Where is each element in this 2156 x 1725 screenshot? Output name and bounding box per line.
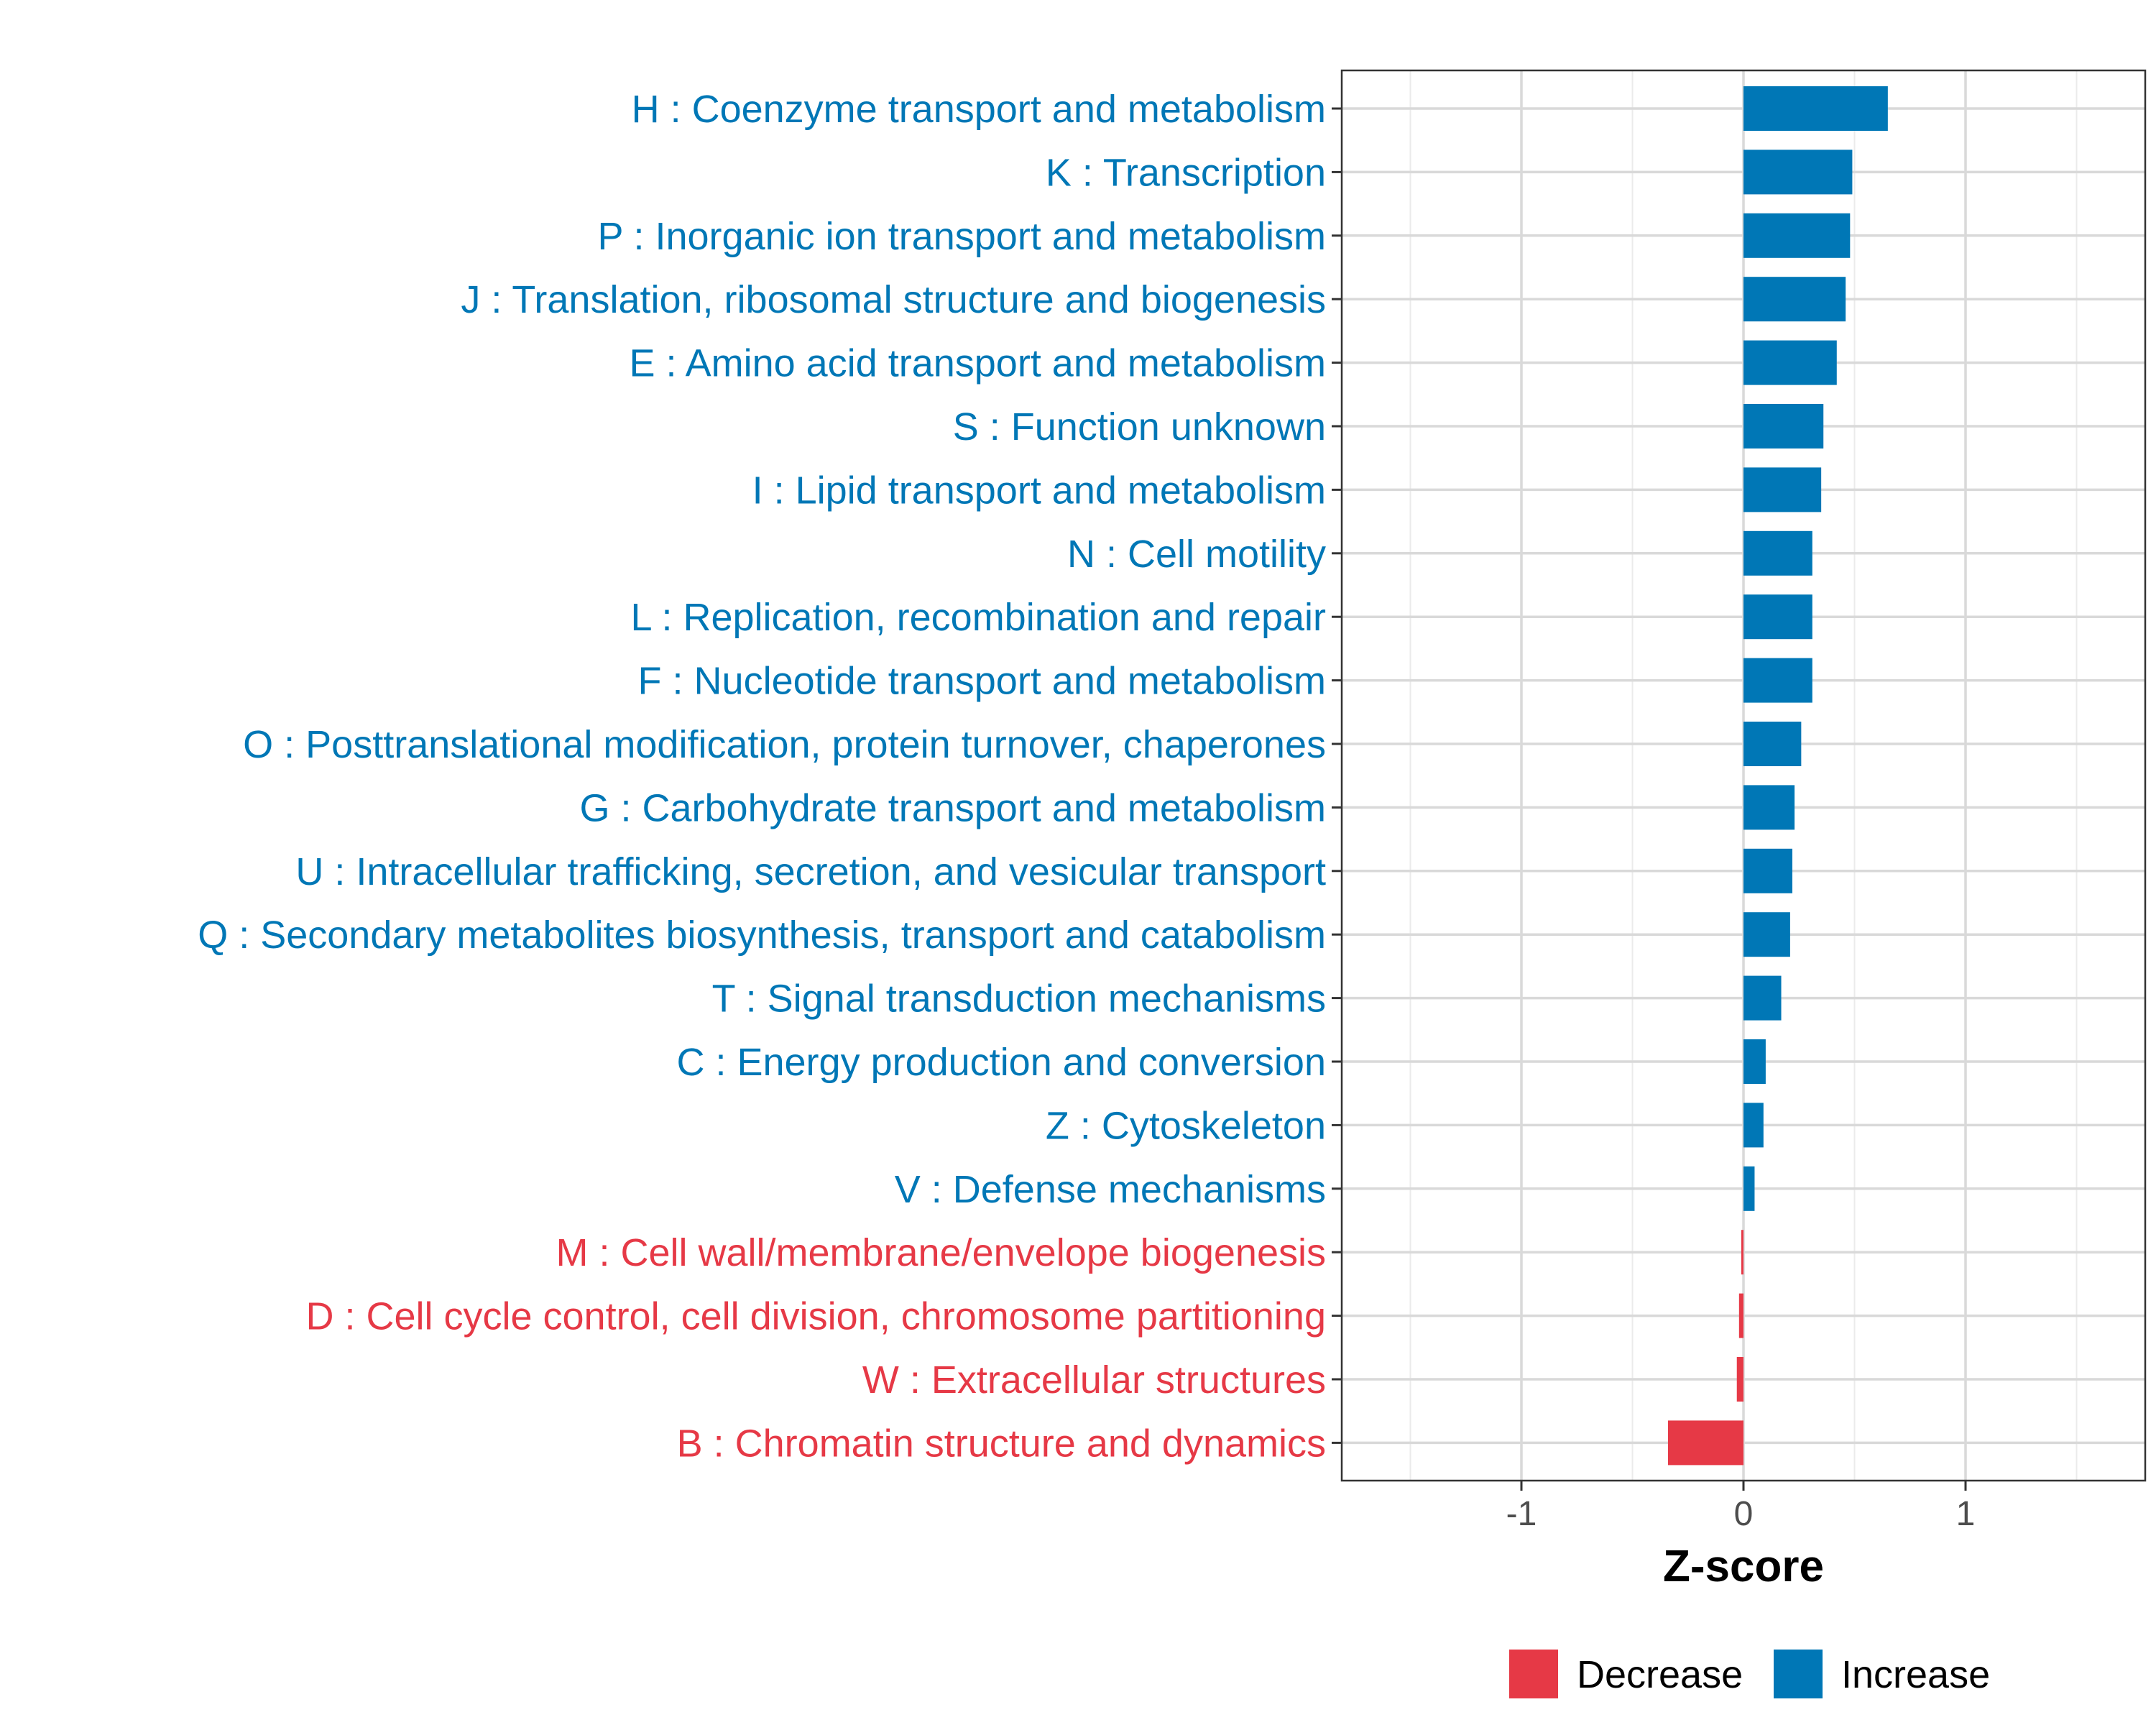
category-label: F : Nucleotide transport and metabolism <box>638 660 1326 703</box>
legend-swatch-increase <box>1774 1650 1823 1698</box>
bar-i <box>1743 467 1822 512</box>
category-label: S : Function unknown <box>953 405 1326 448</box>
bar-t <box>1743 975 1782 1021</box>
x-tick-label: -1 <box>1506 1495 1537 1533</box>
category-label: U : Intracellular trafficking, secretion… <box>295 850 1326 893</box>
bar-b <box>1667 1420 1743 1466</box>
bar-w <box>1736 1357 1743 1402</box>
category-label: Q : Secondary metabolites biosynthesis, … <box>198 914 1326 957</box>
legend-label-decrease: Decrease <box>1577 1653 1743 1696</box>
x-axis: -1 0 1 <box>1506 1481 1976 1533</box>
category-label: V : Defense mechanisms <box>895 1168 1326 1211</box>
bar-g <box>1743 785 1795 830</box>
category-label: Z : Cytoskeleton <box>1046 1104 1326 1147</box>
category-label: O : Posttranslational modification, prot… <box>243 723 1326 766</box>
bar-p <box>1743 213 1851 258</box>
bar-d <box>1738 1293 1743 1338</box>
bar-n <box>1743 530 1812 576</box>
x-tick-label: 0 <box>1734 1495 1754 1533</box>
category-label: E : Amino acid transport and metabolism <box>630 342 1326 385</box>
category-label: J : Translation, ribosomal structure and… <box>461 278 1326 321</box>
bar-m <box>1741 1230 1743 1275</box>
legend-swatch-decrease <box>1509 1650 1558 1698</box>
bar-j <box>1743 277 1846 322</box>
category-label: L : Replication, recombination and repai… <box>630 596 1326 639</box>
bar-q <box>1743 912 1790 957</box>
category-label: W : Extracellular structures <box>862 1358 1326 1402</box>
bar-layer <box>1667 86 1888 1466</box>
bar-z <box>1743 1103 1764 1148</box>
bar-v <box>1743 1166 1755 1211</box>
category-label: G : Carbohydrate transport and metabolis… <box>580 786 1327 829</box>
category-label: P : Inorganic ion transport and metaboli… <box>597 215 1326 258</box>
category-label: H : Coenzyme transport and metabolism <box>632 88 1326 131</box>
category-label: B : Chromatin structure and dynamics <box>677 1422 1326 1465</box>
category-label: N : Cell motility <box>1067 533 1326 576</box>
bar-l <box>1743 594 1812 640</box>
bar-s <box>1743 404 1824 448</box>
bar-f <box>1743 658 1812 703</box>
bar-u <box>1743 848 1792 893</box>
x-tick-label: 1 <box>1956 1495 1976 1533</box>
x-axis-title: Z-score <box>1663 1542 1824 1591</box>
legend-label-increase: Increase <box>1841 1653 1990 1696</box>
y-axis <box>1332 107 1342 1444</box>
category-label: M : Cell wall/membrane/envelope biogenes… <box>556 1231 1326 1274</box>
category-label: T : Signal transduction mechanisms <box>712 978 1326 1021</box>
category-labels: H : Coenzyme transport and metabolism K :… <box>198 88 1326 1465</box>
bar-e <box>1743 340 1837 385</box>
bar-h <box>1743 86 1888 131</box>
bar-c <box>1743 1039 1766 1084</box>
category-label: D : Cell cycle control, cell division, c… <box>305 1295 1326 1338</box>
legend: Decrease Increase <box>1509 1650 1990 1698</box>
bar-o <box>1743 722 1802 766</box>
category-label: K : Transcription <box>1046 151 1326 194</box>
category-label: I : Lipid transport and metabolism <box>752 469 1326 512</box>
bar-k <box>1743 150 1853 195</box>
category-label: C : Energy production and conversion <box>676 1041 1326 1084</box>
